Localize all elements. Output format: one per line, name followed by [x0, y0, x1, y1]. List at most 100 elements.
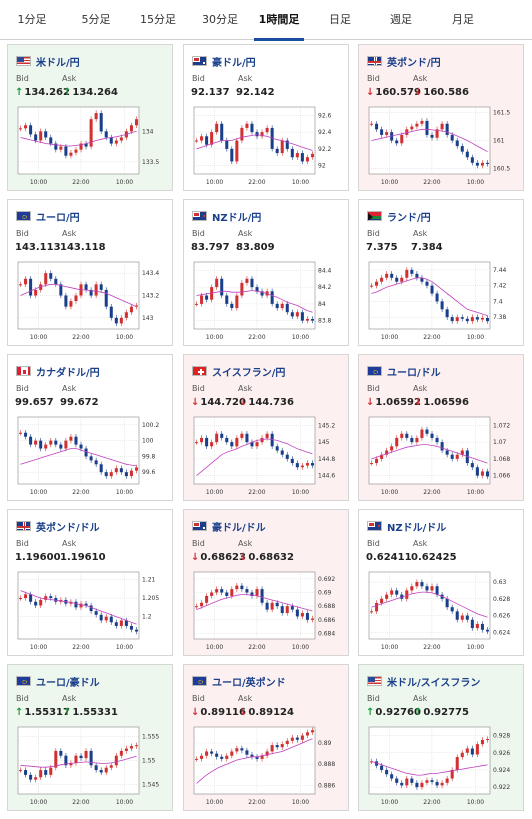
currency-pair-header[interactable]: ユーロ/円: [16, 209, 80, 224]
currency-pair-header[interactable]: 米ドル/円: [16, 54, 80, 69]
currency-pair-name[interactable]: ユーロ/英ポンド: [212, 677, 286, 689]
rate-card[interactable]: ユーロ/英ポンド Bid Ask ↓0.89116 ↓0.89124 0.89 0…: [183, 664, 349, 811]
rate-card[interactable]: ユーロ/円 Bid Ask 143.113 143.118 143.4 143.2…: [7, 199, 173, 346]
currency-pair-name[interactable]: NZドル/円: [212, 212, 262, 224]
tab-daily[interactable]: 日足: [329, 13, 351, 26]
candle-body: [44, 444, 48, 449]
currency-pair-name[interactable]: ユーロ/豪ドル: [36, 677, 100, 689]
rate-card[interactable]: NZドル/円 Bid Ask 83.797 83.809 84.4 84.2 84 8…: [183, 199, 349, 346]
currency-pair-name[interactable]: NZドル/ドル: [387, 522, 447, 534]
currency-pair-header[interactable]: NZドル/円: [192, 209, 262, 224]
candle-body: [129, 125, 133, 132]
candle-body: [395, 778, 399, 783]
rate-card[interactable]: 英ポンド/円 Bid Ask ↓160.579 ↓160.586 161.5 16…: [358, 44, 524, 191]
tab-30min[interactable]: 30分足: [202, 13, 238, 26]
price-chart[interactable]: 161.5 161 160.5 10:00 22:00 10:00: [367, 105, 517, 187]
currency-pair-name[interactable]: スイスフラン/円: [212, 367, 286, 379]
currency-pair-header[interactable]: ユーロ/豪ドル: [16, 674, 100, 689]
currency-pair-header[interactable]: スイスフラン/円: [192, 364, 286, 379]
currency-pair-name[interactable]: 米ドル/円: [36, 57, 80, 69]
currency-pair-name[interactable]: 英ポンド/ドル: [36, 522, 100, 534]
price-chart[interactable]: 1.21 1.205 1.2 10:00 22:00 10:00: [16, 570, 166, 652]
currency-pair-header[interactable]: 豪ドル/ドル: [192, 519, 266, 534]
currency-pair-name[interactable]: 豪ドル/円: [212, 57, 256, 69]
flag-us-icon: [16, 56, 31, 66]
rate-card[interactable]: ユーロ/豪ドル Bid Ask ↑1.55317 ↑1.55331 1.555 1…: [7, 664, 173, 811]
candle-body: [84, 448, 88, 457]
price-chart[interactable]: 84.4 84.2 84 83.8 10:00 22:00 10:00: [192, 260, 342, 342]
tab-15min[interactable]: 15分足: [140, 13, 176, 26]
price-chart[interactable]: 100.2 100 99.8 99.6 10:00 22:00 10:00: [16, 415, 166, 497]
currency-pair-name[interactable]: 米ドル/スイスフラン: [387, 677, 481, 689]
currency-pair-name[interactable]: ランド/円: [387, 212, 431, 224]
candle-body: [485, 317, 489, 322]
currency-pair-name[interactable]: 英ポンド/円: [387, 57, 441, 69]
currency-pair-header[interactable]: ユーロ/英ポンド: [192, 674, 286, 689]
currency-pair-name[interactable]: カナダドル/円: [36, 367, 100, 379]
tab-5min[interactable]: 5分足: [81, 13, 111, 26]
price-chart[interactable]: 92.6 92.4 92.2 92 10:00 22:00 10:00: [192, 105, 342, 187]
rate-card[interactable]: ユーロ/ドル Bid Ask ↓1.06592 ↓1.06596 1.072 1.…: [358, 354, 524, 501]
candle-body: [94, 765, 98, 771]
candle-body: [29, 774, 33, 780]
candle-body: [470, 748, 474, 755]
price-chart[interactable]: 134 133.5 10:00 22:00 10:00: [16, 105, 166, 187]
candle-body: [64, 755, 68, 766]
rate-card[interactable]: カナダドル/円 Bid Ask 99.657 99.672 100.2 100 99…: [7, 354, 173, 501]
currency-pair-name[interactable]: 豪ドル/ドル: [212, 522, 266, 534]
currency-pair-name[interactable]: ユーロ/ドル: [387, 367, 441, 379]
y-tick-label: 1.072: [493, 422, 510, 429]
candle-body: [270, 291, 274, 304]
price-chart[interactable]: 7.44 7.42 7.4 7.38 10:00 22:00 10:00: [367, 260, 517, 342]
bid-value: 7.375: [366, 242, 398, 253]
rate-card[interactable]: 豪ドル/ドル Bid Ask ↓0.68623 ↓0.68632 0.692 0.…: [183, 509, 349, 656]
price-chart[interactable]: 0.63 0.628 0.626 0.624 10:00 22:00 10:00: [367, 570, 517, 652]
currency-pair-header[interactable]: ユーロ/ドル: [367, 364, 441, 379]
price-chart[interactable]: 0.89 0.888 0.886 10:00 22:00 10:00: [192, 725, 342, 807]
currency-pair-header[interactable]: 英ポンド/ドル: [16, 519, 100, 534]
currency-pair-header[interactable]: 英ポンド/円: [367, 54, 441, 69]
currency-pair-header[interactable]: ランド/円: [367, 209, 431, 224]
price-chart[interactable]: 1.555 1.55 1.545 10:00 22:00 10:00: [16, 725, 166, 807]
candle-body: [410, 269, 414, 274]
candle-body: [74, 149, 78, 153]
currency-pair-header[interactable]: 米ドル/スイスフラン: [367, 674, 481, 689]
candle-body: [425, 429, 429, 434]
price-chart[interactable]: 145.2 145 144.8 144.6 10:00 22:00 10:00: [192, 415, 342, 497]
candle-body: [34, 134, 38, 141]
rate-card[interactable]: NZドル/ドル Bid Ask 0.62411 0.62425 0.63 0.62…: [358, 509, 524, 656]
x-tick-label: 22:00: [72, 489, 89, 496]
x-tick-label: 10:00: [381, 489, 398, 496]
tab-weekly[interactable]: 週足: [390, 13, 412, 26]
price-chart[interactable]: 143.4 143.2 143 10:00 22:00 10:00: [16, 260, 166, 342]
price-chart[interactable]: 0.928 0.926 0.924 0.922 10:00 22:00 10:00: [367, 725, 517, 807]
y-tick-label: 84.2: [318, 284, 332, 291]
price-chart[interactable]: 1.072 1.07 1.068 1.066 10:00 22:00 10:00: [367, 415, 517, 497]
rate-card[interactable]: 米ドル/スイスフラン Bid Ask ↑0.92760 ↑0.92775 0.9…: [358, 664, 524, 811]
rate-card[interactable]: 英ポンド/ドル Bid Ask 1.19600 1.19610 1.21 1.20…: [7, 509, 173, 656]
candle-body: [129, 746, 133, 749]
candle-body: [485, 739, 489, 741]
candle-body: [285, 454, 289, 459]
currency-pair-header[interactable]: 豪ドル/円: [192, 54, 256, 69]
tab-1min[interactable]: 1分足: [17, 13, 47, 26]
rate-card[interactable]: スイスフラン/円 Bid Ask ↓144.720 ↓144.736 145.2…: [183, 354, 349, 501]
candle-body: [480, 623, 484, 630]
candle-body: [129, 625, 133, 630]
rate-card[interactable]: ランド/円 Bid Ask 7.375 7.384 7.44 7.42 7.4 7.3…: [358, 199, 524, 346]
price-chart[interactable]: 0.692 0.69 0.688 0.686 0.684 10:00 22:00 10:00: [192, 570, 342, 652]
rate-card[interactable]: 米ドル/円 Bid Ask ↑134.262 ↑134.264 134 133.5…: [7, 44, 173, 191]
tab-monthly[interactable]: 月足: [452, 13, 474, 26]
flag-au-icon: [192, 56, 207, 66]
currency-pair-header[interactable]: カナダドル/円: [16, 364, 100, 379]
currency-pair-name[interactable]: ユーロ/円: [36, 212, 80, 224]
candle-body: [114, 317, 118, 324]
x-tick-label: 22:00: [248, 489, 265, 496]
candle-body: [109, 137, 113, 144]
currency-pair-header[interactable]: NZドル/ドル: [367, 519, 447, 534]
bid-value: 1.55317: [24, 707, 70, 718]
rate-card[interactable]: 豪ドル/円 Bid Ask 92.137 92.142 92.6 92.4 92.2…: [183, 44, 349, 191]
bid-price: ↓0.68623: [191, 552, 246, 563]
candle-body: [430, 285, 434, 294]
tab-1hour[interactable]: 1時間足: [250, 0, 308, 41]
